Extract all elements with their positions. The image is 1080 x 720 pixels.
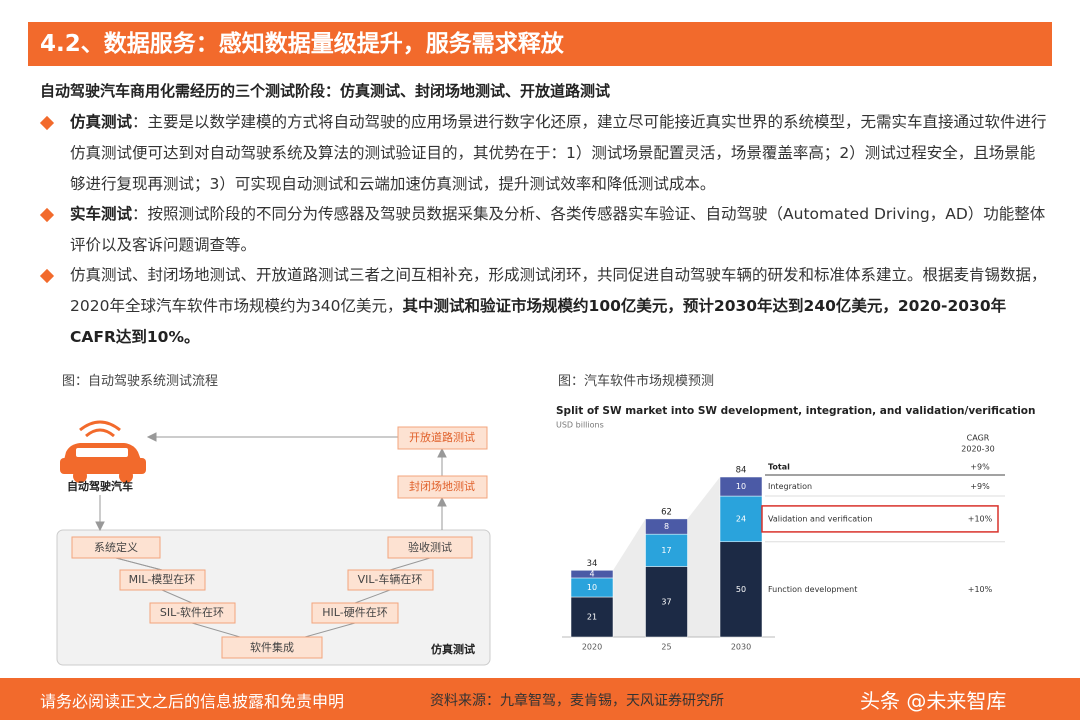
- bullet-lead: 仿真测试: [70, 113, 133, 131]
- box-label: 开放道路测试: [409, 430, 475, 444]
- chart-subtitle: USD billions: [556, 421, 604, 430]
- x-tick-label: 2030: [731, 643, 751, 652]
- stage-label: 仿真测试: [431, 642, 475, 656]
- box: [387, 536, 473, 559]
- trend-band: [687, 477, 720, 637]
- arrow-head: [146, 432, 157, 442]
- bar-segment: [719, 476, 763, 497]
- legend-label: Integration: [768, 482, 812, 491]
- box-label: SIL-软件在环: [160, 605, 224, 619]
- wheel: [73, 469, 87, 483]
- box-label: 系统定义: [94, 540, 138, 554]
- legend-cagr: +10%: [968, 514, 993, 523]
- box: [119, 569, 206, 591]
- segment-label: 21: [587, 613, 597, 622]
- segment-label: 10: [587, 583, 597, 592]
- segment-label: 8: [664, 522, 669, 531]
- segment-label: 17: [661, 546, 671, 555]
- legend-label: Function development: [768, 585, 857, 594]
- segment-label: 10: [736, 482, 746, 491]
- box: [311, 602, 399, 624]
- bullet-text: ：主要是以数学建模的方式将自动驾驶的应用场景进行数字化还原，建立尽可能接近真实世…: [70, 113, 1047, 193]
- bar-segment: [570, 596, 614, 638]
- v-line: [115, 557, 431, 638]
- box-label: 验收测试: [408, 540, 452, 554]
- bullet-emphasis: 其中测试和验证市场规模约100亿美元，预计2030年达到240亿美元，2020-…: [70, 297, 1007, 346]
- legend-cagr: +9%: [970, 482, 990, 491]
- total-label: 84: [736, 466, 747, 476]
- vehicle-label: 自动驾驶汽车: [67, 479, 133, 493]
- bullet-text: 仿真测试、封闭场地测试、开放道路测试三者之间互相补充，形成测试闭环，共同促进自动…: [70, 266, 1047, 315]
- car-base: [60, 458, 146, 474]
- wheel: [119, 469, 133, 483]
- box: [397, 426, 488, 450]
- highlight-box: [761, 505, 999, 533]
- cagr-period: 2020-30: [961, 445, 994, 454]
- cagr-header: CAGR: [967, 434, 990, 443]
- car-icon: [60, 420, 146, 483]
- bar-segment: [570, 570, 614, 579]
- signal: [79, 420, 121, 438]
- total-label: 62: [661, 507, 672, 517]
- figure-caption: 图：汽车软件市场规模预测: [558, 374, 715, 389]
- boxes: [71, 426, 488, 659]
- box-label: MIL-模型在环: [129, 572, 196, 586]
- box: [347, 569, 434, 591]
- box-label: HIL-硬件在环: [322, 606, 387, 619]
- source: 资料来源：九章智驾，麦肯锡，天风证券研究所: [430, 693, 724, 709]
- box-label: 软件集成: [250, 640, 294, 654]
- bullet: 实车测试：按照测试阶段的不同分为传感器及驾驶员数据采集及分析、各类传感器实车验证…: [70, 199, 1048, 261]
- bar-segment: [645, 533, 688, 567]
- box-label: VIL-车辆在环: [358, 572, 423, 586]
- intro: 自动驾驶汽车商用化需经历的三个测试阶段：仿真测试、封闭场地测试、开放道路测试: [40, 82, 611, 100]
- legend-cagr: +9%: [970, 463, 990, 472]
- segment-label: 4: [589, 570, 594, 579]
- trend-band: [613, 518, 646, 637]
- x-tick-label: 2020: [582, 643, 602, 652]
- segment-label: 50: [736, 585, 746, 594]
- legend-cagr: +10%: [968, 585, 993, 594]
- bar-segment: [719, 541, 763, 638]
- box: [221, 636, 323, 659]
- box: [397, 475, 488, 499]
- header-title: 4.2、数据服务：感知数据量级提升，服务需求释放: [28, 22, 1052, 66]
- arrow-head: [437, 447, 447, 458]
- legend-label: Validation and verification: [768, 514, 872, 523]
- box: [149, 602, 236, 624]
- bar-segment: [719, 495, 763, 543]
- total-label: 34: [587, 559, 598, 569]
- arrow-head: [95, 521, 105, 532]
- window: [76, 448, 128, 457]
- chart-title: Split of SW market into SW development, …: [556, 405, 1035, 417]
- box-label: 封闭场地测试: [409, 479, 475, 493]
- market-chart: Split of SW market into SW development, …: [556, 405, 1035, 652]
- arrow-head: [437, 496, 447, 507]
- x-tick-label: 25: [661, 643, 671, 652]
- figure-caption: 图：自动驾驶系统测试流程: [62, 374, 219, 389]
- segment-label: 24: [736, 514, 746, 523]
- watermark: 头条 @未来智库: [860, 689, 1007, 713]
- footer: 请务必阅读正文之后的信息披露和免责申明 资料来源：九章智驾，麦肯锡，天风证券研究…: [0, 678, 1080, 720]
- bullet: 仿真测试：主要是以数学建模的方式将自动驾驶的应用场景进行数字化还原，建立尽可能接…: [70, 107, 1048, 200]
- bullet: 仿真测试、封闭场地测试、开放道路测试三者之间互相补充，形成测试闭环，共同促进自动…: [70, 260, 1048, 353]
- segment-label: 37: [661, 597, 671, 606]
- bullet-lead: 实车测试: [70, 205, 133, 223]
- bar-segment: [645, 518, 688, 535]
- disclaimer: 请务必阅读正文之后的信息披露和免责申明: [40, 692, 345, 711]
- box: [71, 536, 161, 559]
- legend-total: Total: [768, 463, 790, 472]
- flow-diagram: [56, 432, 491, 666]
- simulation-area: [56, 529, 491, 666]
- bullet-text: ：按照测试阶段的不同分为传感器及驾驶员数据采集及分析、各类传感器实车验证、自动驾…: [70, 205, 1046, 254]
